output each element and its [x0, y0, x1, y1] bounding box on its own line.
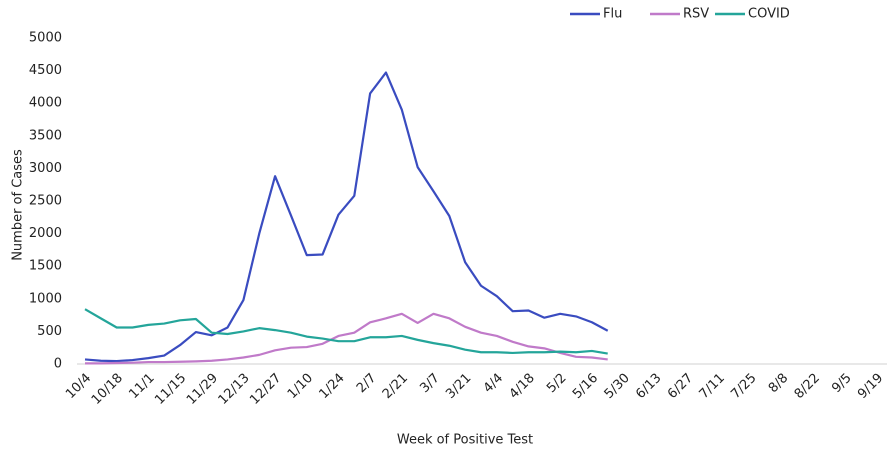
x-tick-label: 1/24	[316, 371, 347, 402]
x-tick-label: 7/11	[697, 371, 728, 402]
y-tick-label: 3000	[29, 161, 62, 176]
x-tick-label: 3/21	[443, 371, 474, 402]
y-tick-label: 0	[54, 357, 62, 372]
legend-label: Flu	[603, 7, 622, 22]
x-tick-label: 9/19	[855, 371, 886, 402]
y-tick-label: 1500	[29, 259, 62, 274]
y-axis-label: Number of Cases	[11, 149, 26, 261]
line-series	[84, 308, 608, 355]
x-tick-label: 12/27	[247, 371, 284, 408]
x-tick-label: 8/22	[792, 371, 823, 402]
x-tick-label: 12/13	[216, 371, 253, 408]
y-tick-label: 2500	[29, 194, 62, 209]
x-tick-label: 5/16	[570, 371, 601, 402]
y-tick-label: 2000	[29, 226, 62, 241]
x-tick-label: 5/30	[602, 371, 633, 402]
y-tick-label: 1000	[29, 291, 62, 306]
legend-label: COVID	[748, 7, 790, 22]
x-tick-label: 3/7	[417, 371, 442, 396]
x-tick-label: 9/5	[829, 371, 854, 396]
x-tick-label: 11/29	[184, 371, 221, 408]
line-series	[85, 312, 608, 365]
x-tick-label: 11/15	[152, 371, 189, 408]
x-tick-label: 1/10	[285, 371, 316, 402]
x-tick-label: 7/25	[728, 371, 759, 402]
x-tick-label: 10/18	[89, 371, 126, 408]
line-series	[84, 71, 609, 363]
x-axis-label: Week of Positive Test	[397, 433, 533, 448]
x-tick-label: 6/27	[665, 371, 696, 402]
y-tick-label: 5000	[29, 31, 62, 46]
x-tick-label: 2/21	[380, 371, 411, 402]
x-tick-label: 5/2	[544, 371, 569, 396]
y-tick-label: 4500	[29, 63, 62, 78]
x-tick-label: 8/8	[766, 371, 791, 396]
y-tick-label: 4000	[29, 96, 62, 111]
x-tick-label: 4/18	[507, 371, 538, 402]
x-tick-label: 2/7	[354, 371, 379, 396]
y-tick-label: 3500	[29, 128, 62, 143]
y-tick-label: 500	[37, 324, 62, 339]
x-tick-label: 6/13	[633, 371, 664, 402]
x-tick-label: 4/4	[481, 371, 506, 396]
legend-label: RSV	[683, 7, 709, 22]
